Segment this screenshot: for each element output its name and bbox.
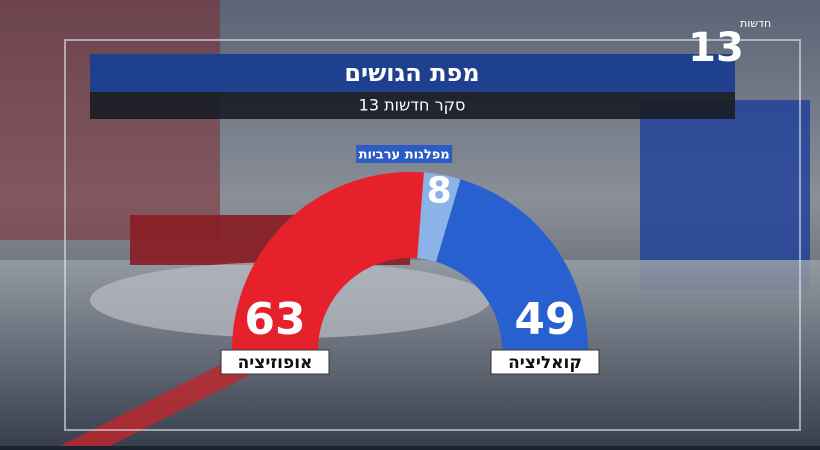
title-banner: [90, 54, 735, 92]
category-box: [490, 349, 600, 375]
segment: [232, 172, 424, 350]
category-label: קואליציה: [508, 353, 582, 373]
segment: [436, 179, 588, 350]
category-label: מפלגות ערביות: [359, 148, 450, 163]
logo-brand: חדשות: [740, 17, 771, 30]
logo-channel: 13: [688, 25, 744, 71]
category-box: [356, 145, 453, 163]
chart-title: מפת הגושים: [344, 59, 479, 87]
value-label: 63: [244, 294, 305, 345]
subtitle-banner: [90, 92, 735, 119]
chart-subtitle: סקר חדשות 13: [359, 96, 466, 115]
glass-frame: [64, 39, 801, 431]
category-label: אופוזיציה: [238, 353, 313, 373]
floor-stripe: [60, 360, 260, 446]
plot: 63 אופוזיציה 8 מפלגות ערביות 49 קואליציה: [220, 145, 600, 375]
value-label: 8: [427, 171, 452, 212]
category-box: [220, 349, 330, 375]
studio-screen: [640, 100, 810, 290]
value-label: 49: [514, 294, 575, 345]
segment: [417, 172, 461, 262]
studio-wall: [0, 0, 220, 240]
